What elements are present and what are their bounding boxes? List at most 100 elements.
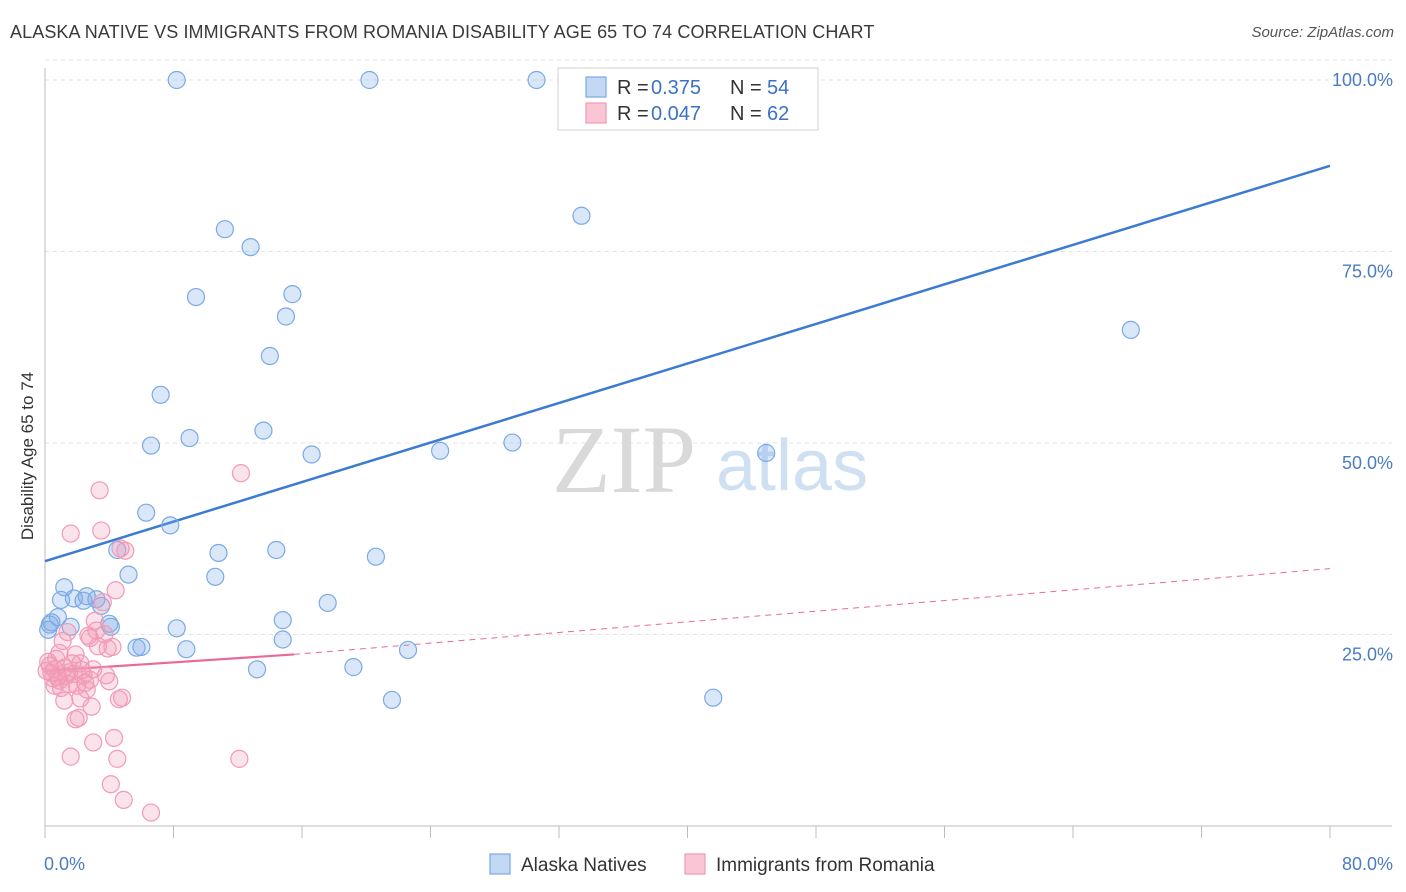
- point-alaska-native: [382, 690, 402, 710]
- point-alaska-native: [61, 617, 80, 636]
- x-tick-labels: 0.0% 80.0%: [44, 854, 1393, 874]
- point-alaska-native: [366, 547, 385, 566]
- series-legend: Alaska Natives Immigrants from Romania: [489, 853, 935, 876]
- point-alaska-native: [273, 611, 292, 630]
- watermark-zip: ZIP: [552, 406, 696, 513]
- axes: [44, 68, 1392, 838]
- point-alaska-native: [572, 206, 591, 225]
- series-swatch-alaska: [489, 853, 511, 875]
- series-label-romania: Immigrants from Romania: [716, 855, 935, 876]
- point-alaska-native: [283, 285, 302, 304]
- point-alaska-native: [151, 385, 170, 404]
- point-romania: [58, 622, 77, 642]
- legend-n-label-2: N =: [730, 103, 762, 125]
- point-alaska-native: [276, 307, 296, 326]
- legend-swatch-pink: [585, 102, 607, 124]
- grid-lines: [45, 59, 1392, 635]
- point-alaska-native: [254, 421, 273, 440]
- point-romania: [45, 676, 64, 695]
- y-tick-label: 75.0%: [1342, 262, 1393, 282]
- point-romania: [108, 749, 127, 768]
- point-alaska-native: [119, 565, 138, 584]
- trend-lines: [44, 164, 1331, 672]
- point-romania: [84, 733, 103, 752]
- point-romania: [66, 710, 85, 729]
- data-points: [37, 70, 1140, 822]
- x-tick-label: 80.0%: [1342, 854, 1393, 874]
- point-romania: [61, 747, 80, 766]
- point-alaska-native: [318, 593, 337, 613]
- point-alaska-native: [241, 238, 260, 257]
- point-alaska-native: [431, 441, 450, 460]
- point-romania: [76, 673, 95, 692]
- series-swatch-romania: [684, 853, 706, 875]
- y-tick-label: 100.0%: [1332, 70, 1393, 90]
- point-alaska-native: [209, 543, 228, 563]
- legend-swatch-blue: [585, 76, 607, 98]
- point-alaska-native: [360, 70, 379, 90]
- point-romania: [100, 672, 119, 691]
- point-alaska-native: [215, 220, 234, 239]
- legend-n-value-2: 62: [767, 103, 789, 125]
- legend-r-value-2: 0.047: [651, 103, 701, 125]
- point-alaska-native: [1121, 320, 1140, 340]
- trend-line-romania: [44, 653, 295, 672]
- point-romania: [104, 728, 124, 748]
- point-alaska-native: [180, 428, 199, 448]
- point-alaska-native: [127, 638, 146, 657]
- y-tick-label: 50.0%: [1342, 453, 1393, 473]
- point-romania: [101, 775, 120, 794]
- point-alaska-native: [344, 658, 363, 677]
- point-alaska-native: [186, 287, 206, 307]
- point-romania: [106, 581, 125, 600]
- chart-title: ALASKA NATIVE VS IMMIGRANTS FROM ROMANIA…: [10, 22, 875, 42]
- point-alaska-native: [132, 637, 151, 657]
- legend-r-label-1: R =: [617, 77, 649, 99]
- point-alaska-native: [137, 503, 156, 522]
- point-romania: [82, 697, 101, 716]
- watermark: ZIP atlas: [552, 406, 868, 513]
- point-romania: [92, 521, 111, 540]
- legend-r-value-1: 0.375: [651, 77, 701, 99]
- trend-line-alaska: [44, 164, 1331, 563]
- point-alaska-native: [101, 617, 120, 636]
- point-romania: [141, 803, 161, 822]
- y-tick-label: 25.0%: [1342, 645, 1393, 665]
- point-romania: [93, 593, 112, 612]
- point-romania: [116, 541, 135, 560]
- point-romania: [114, 790, 133, 809]
- point-romania: [77, 680, 96, 699]
- point-romania: [112, 688, 132, 707]
- point-alaska-native: [77, 587, 96, 606]
- point-romania: [55, 691, 74, 710]
- point-alaska-native: [398, 640, 418, 660]
- correlation-legend: R = 0.375 N = 54 R = 0.047 N = 62: [557, 67, 819, 131]
- point-alaska-native: [503, 433, 522, 452]
- point-alaska-native: [161, 516, 180, 535]
- watermark-atlas: atlas: [716, 426, 868, 506]
- point-romania: [231, 464, 251, 483]
- point-romania: [61, 524, 80, 543]
- point-alaska-native: [704, 688, 723, 707]
- point-romania: [111, 539, 130, 558]
- point-alaska-native: [167, 619, 186, 638]
- point-romania: [230, 749, 249, 768]
- y-tick-labels: 25.0% 50.0% 75.0% 100.0%: [1332, 70, 1393, 665]
- point-alaska-native: [40, 615, 59, 634]
- point-romania: [66, 645, 85, 664]
- point-alaska-native: [260, 346, 279, 366]
- source-label: Source: ZipAtlas.com: [1251, 24, 1394, 41]
- point-romania: [50, 643, 69, 663]
- point-romania: [53, 631, 72, 651]
- point-alaska-native: [757, 443, 776, 463]
- series-label-alaska: Alaska Natives: [521, 855, 647, 876]
- trend-line-romania-extension: [293, 568, 1331, 655]
- point-alaska-native: [527, 70, 546, 90]
- point-alaska-native: [177, 640, 196, 659]
- point-alaska-native: [302, 445, 321, 464]
- point-romania: [59, 663, 79, 682]
- legend-n-value-1: 54: [767, 77, 789, 99]
- point-romania: [103, 637, 122, 657]
- legend-n-label-1: N =: [730, 77, 762, 99]
